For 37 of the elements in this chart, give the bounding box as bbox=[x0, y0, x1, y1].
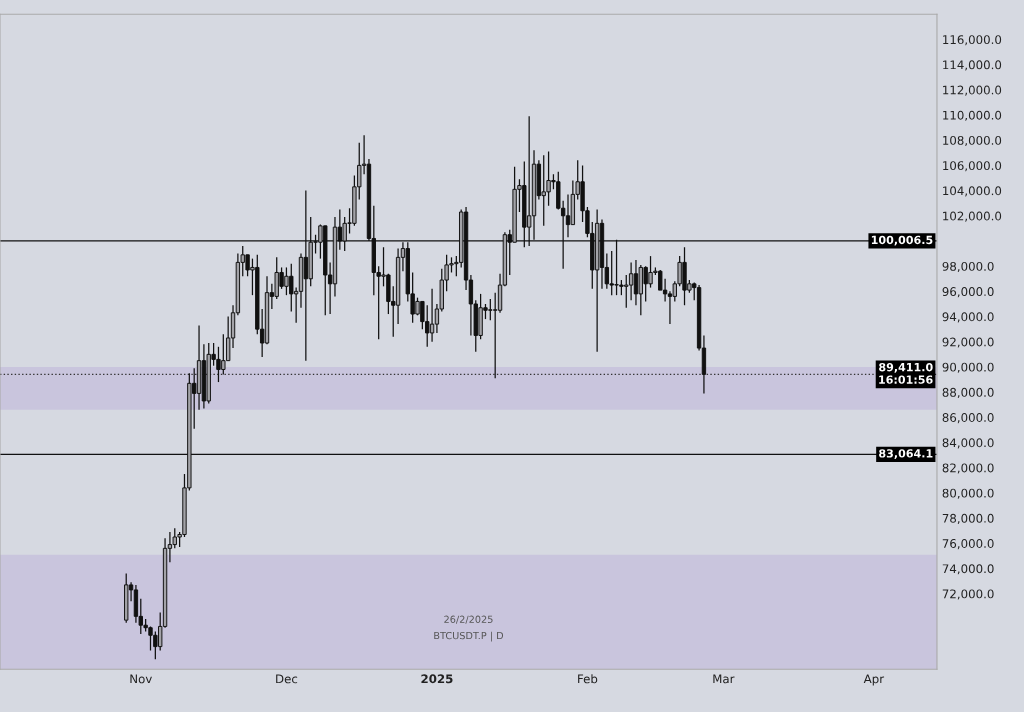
y-tick-label: 104,000.0 bbox=[943, 186, 1002, 197]
x-tick-label: Mar bbox=[713, 674, 735, 684]
y-tick-label: 88,000.0 bbox=[942, 387, 994, 399]
y-tick-label: 110,000.0 bbox=[943, 110, 1002, 121]
y-tick-label: 86,000.0 bbox=[942, 413, 994, 424]
ref-line-label: 100,006.5 bbox=[871, 235, 933, 246]
x-tick-label: Dec bbox=[276, 674, 298, 684]
y-tick-label: 80,000.0 bbox=[942, 488, 994, 499]
ref-line-label: 83,064.1 bbox=[879, 449, 933, 459]
y-tick-label: 112,000.0 bbox=[943, 85, 1002, 96]
y-tick-label: 72,000.0 bbox=[942, 589, 994, 600]
y-tick-label: 92,000.0 bbox=[942, 337, 994, 348]
candlestick bbox=[628, 261, 634, 301]
x-tick-label: 2025 bbox=[421, 674, 453, 684]
y-tick-label: 96,000.0 bbox=[942, 287, 994, 298]
y-tick-label: 94,000.0 bbox=[942, 312, 994, 323]
y-tick-label: 74,000.0 bbox=[942, 564, 994, 575]
y-tick-label: 98,000.0 bbox=[942, 261, 994, 273]
y-tick-label: 76,000.0 bbox=[942, 539, 994, 550]
x-tick-label: Feb bbox=[578, 674, 598, 684]
y-tick-label: 102,000.0 bbox=[943, 211, 1002, 222]
y-tick-label: 84,000.0 bbox=[942, 438, 994, 449]
y-tick-label: 90,000.0 bbox=[942, 362, 994, 373]
y-tick-label: 78,000.0 bbox=[942, 513, 994, 524]
annotation: BTCUSDT.P | D bbox=[434, 631, 504, 642]
y-tick-label: 106,000.0 bbox=[943, 161, 1002, 172]
candlestick bbox=[565, 193, 571, 238]
y-tick-label: 108,000.0 bbox=[943, 135, 1002, 147]
ref-line-label: 89,411.0 16:01:56 bbox=[879, 362, 933, 384]
x-tick-label: Apr bbox=[863, 674, 885, 686]
x-tick-label: Nov bbox=[130, 674, 152, 684]
annotation: 26/2/2025 bbox=[444, 615, 493, 624]
candlestick bbox=[429, 288, 435, 343]
candlestick bbox=[633, 259, 639, 306]
y-tick-label: 116,000.0 bbox=[943, 35, 1002, 46]
y-tick-label: 114,000.0 bbox=[943, 60, 1002, 71]
y-tick-label: 82,000.0 bbox=[942, 463, 994, 474]
